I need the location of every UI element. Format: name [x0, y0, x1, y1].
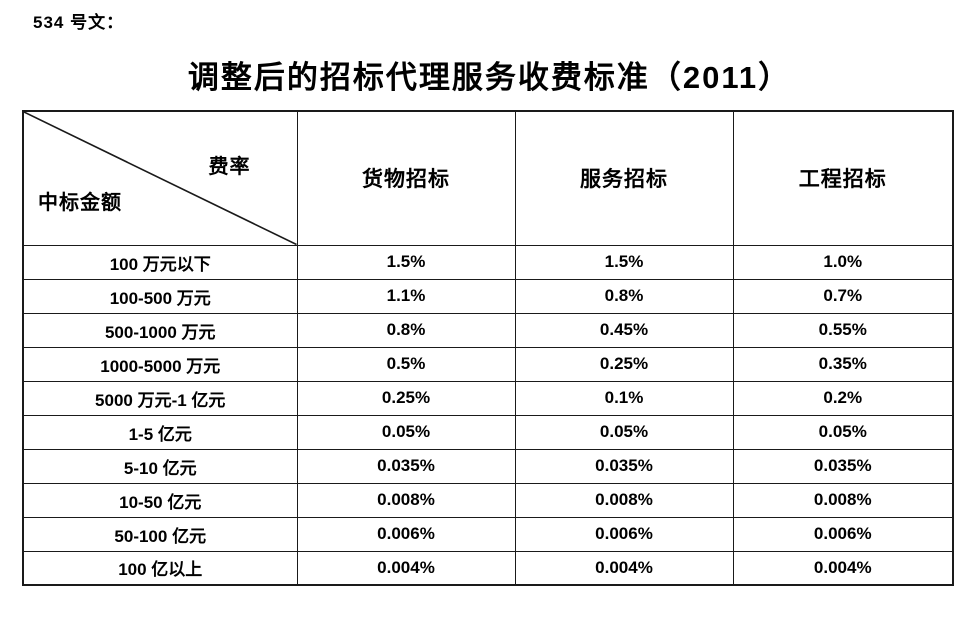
rate-cell: 1.1%: [296, 278, 516, 314]
amount-range-cell: 1-5 亿元: [22, 414, 298, 450]
rate-cell: 0.008%: [732, 482, 954, 518]
column-header-service-tender: 服务招标: [514, 110, 734, 246]
table-row: 500-1000 万元 0.8% 0.45% 0.55%: [22, 312, 954, 348]
rate-cell: 0.35%: [732, 346, 954, 382]
table-row: 100-500 万元 1.1% 0.8% 0.7%: [22, 278, 954, 314]
column-header-goods-tender: 货物招标: [296, 110, 516, 246]
rate-cell: 0.035%: [514, 448, 734, 484]
rate-cell: 0.5%: [296, 346, 516, 382]
table-row: 5-10 亿元 0.035% 0.035% 0.035%: [22, 448, 954, 484]
rate-cell: 1.0%: [732, 244, 954, 280]
rate-cell: 0.004%: [296, 550, 516, 586]
corner-header-cell: 费率 中标金额: [22, 110, 298, 246]
rate-cell: 0.004%: [514, 550, 734, 586]
rate-cell: 0.8%: [514, 278, 734, 314]
rate-cell: 0.006%: [296, 516, 516, 552]
amount-range-cell: 500-1000 万元: [22, 312, 298, 348]
rate-cell: 0.008%: [514, 482, 734, 518]
table-header-row: 费率 中标金额 货物招标 服务招标 工程招标: [22, 110, 954, 246]
fee-rate-table: 费率 中标金额 货物招标 服务招标 工程招标 100 万元以下 1.5% 1.5…: [22, 110, 954, 586]
rate-cell: 0.2%: [732, 380, 954, 416]
table-row: 5000 万元-1 亿元 0.25% 0.1% 0.2%: [22, 380, 954, 416]
amount-range-cell: 10-50 亿元: [22, 482, 298, 518]
rate-cell: 0.008%: [296, 482, 516, 518]
rate-cell: 0.035%: [296, 448, 516, 484]
rate-cell: 0.55%: [732, 312, 954, 348]
rate-cell: 0.25%: [296, 380, 516, 416]
rate-cell: 1.5%: [514, 244, 734, 280]
rate-cell: 0.45%: [514, 312, 734, 348]
rate-cell: 0.1%: [514, 380, 734, 416]
diagonal-divider-line: [24, 112, 297, 245]
amount-range-cell: 100 亿以上: [22, 550, 298, 586]
amount-range-cell: 100 万元以下: [22, 244, 298, 280]
rate-cell: 1.5%: [296, 244, 516, 280]
table-row: 10-50 亿元 0.008% 0.008% 0.008%: [22, 482, 954, 518]
rate-cell: 0.05%: [514, 414, 734, 450]
rate-cell: 0.035%: [732, 448, 954, 484]
column-header-engineering-tender: 工程招标: [732, 110, 954, 246]
table-row: 1-5 亿元 0.05% 0.05% 0.05%: [22, 414, 954, 450]
amount-range-cell: 100-500 万元: [22, 278, 298, 314]
table-row: 50-100 亿元 0.006% 0.006% 0.006%: [22, 516, 954, 552]
table-row: 1000-5000 万元 0.5% 0.25% 0.35%: [22, 346, 954, 382]
amount-range-cell: 50-100 亿元: [22, 516, 298, 552]
rate-cell: 0.006%: [732, 516, 954, 552]
corner-label-rate: 费率: [208, 156, 251, 178]
rate-cell: 0.8%: [296, 312, 516, 348]
page-title: 调整后的招标代理服务收费标准（2011）: [187, 60, 792, 95]
corner-label-amount: 中标金额: [38, 191, 122, 214]
rate-cell: 0.7%: [732, 278, 954, 314]
table-row: 100 万元以下 1.5% 1.5% 1.0%: [22, 244, 954, 280]
amount-range-cell: 5-10 亿元: [22, 448, 298, 484]
rate-cell: 0.004%: [732, 550, 954, 586]
amount-range-cell: 1000-5000 万元: [22, 346, 298, 382]
amount-range-cell: 5000 万元-1 亿元: [22, 380, 298, 416]
rate-cell: 0.05%: [732, 414, 954, 450]
rate-cell: 0.25%: [514, 346, 734, 382]
rate-cell: 0.05%: [296, 414, 516, 450]
table-row: 100 亿以上 0.004% 0.004% 0.004%: [22, 550, 954, 586]
rate-cell: 0.006%: [514, 516, 734, 552]
doc-number: 534 号文：: [33, 13, 125, 32]
